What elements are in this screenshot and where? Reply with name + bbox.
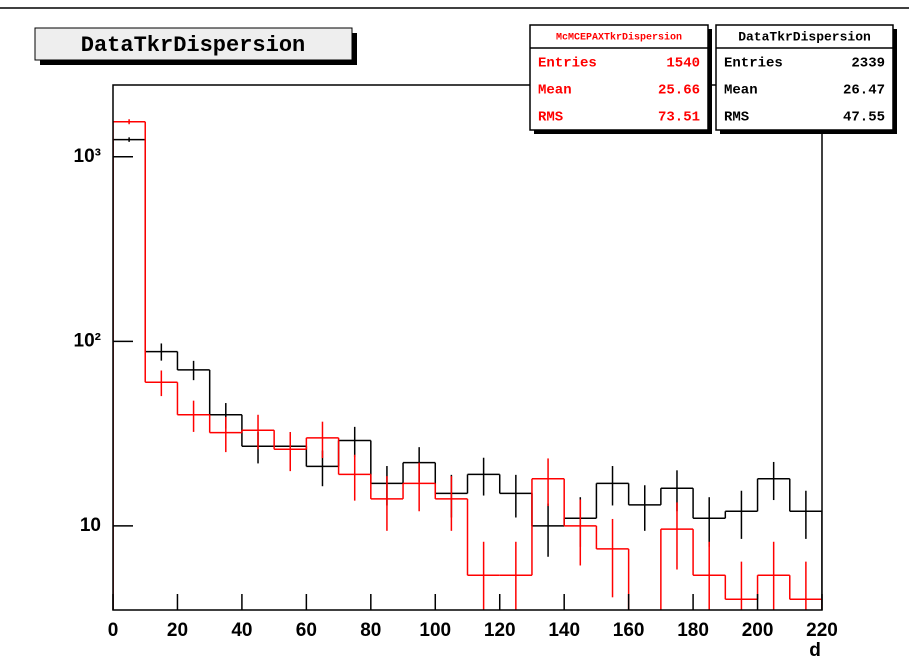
- stats-value: 1540: [666, 56, 700, 72]
- stats-box: [715, 24, 894, 131]
- x-axis-label: d: [809, 640, 821, 660]
- x-tick-label: 40: [231, 620, 252, 641]
- x-tick-label: 80: [360, 620, 381, 641]
- title-box: [34, 27, 353, 61]
- x-tick-label: 220: [806, 620, 838, 641]
- x-tick-label: 60: [296, 620, 317, 641]
- axes: 0 20 40 60 80 100 120 140 160 180 200 220 10 10² 10³: [74, 84, 838, 641]
- x-tick-label: 100: [419, 620, 451, 641]
- x-tick-label: 140: [548, 620, 580, 641]
- stats-value: 2339: [851, 56, 885, 72]
- x-tick-label: 160: [613, 620, 645, 641]
- x-tick-label: 0: [108, 620, 119, 641]
- stats-label: Mean: [724, 83, 758, 99]
- stats-value: 25.66: [658, 83, 700, 99]
- x-tick-label: 20: [167, 620, 188, 641]
- stats-label: RMS: [724, 110, 749, 126]
- stats-title: DataTkrDispersion: [738, 29, 871, 44]
- y-tick-label: 10: [80, 515, 101, 536]
- stats-value: 47.55: [843, 110, 885, 126]
- y-tick-label: 10³: [74, 146, 101, 167]
- x-tick-label: 120: [484, 620, 516, 641]
- stats-label: Entries: [724, 56, 783, 72]
- stats-value: 73.51: [658, 110, 700, 126]
- plot-frame: [112, 84, 823, 611]
- y-tick-label: 10²: [74, 330, 101, 351]
- x-tick-label: 180: [677, 620, 709, 641]
- stats-box: [529, 24, 709, 131]
- stats-label: RMS: [538, 110, 563, 126]
- chart-title: DataTkrDispersion: [81, 33, 305, 58]
- stats-label: Mean: [538, 83, 572, 99]
- stats-label: Entries: [538, 56, 597, 72]
- stats-title: McMCEPAXTkrDispersion: [556, 32, 682, 44]
- stats-value: 26.47: [843, 83, 885, 99]
- x-tick-label: 200: [742, 620, 774, 641]
- plot-area: [113, 119, 822, 610]
